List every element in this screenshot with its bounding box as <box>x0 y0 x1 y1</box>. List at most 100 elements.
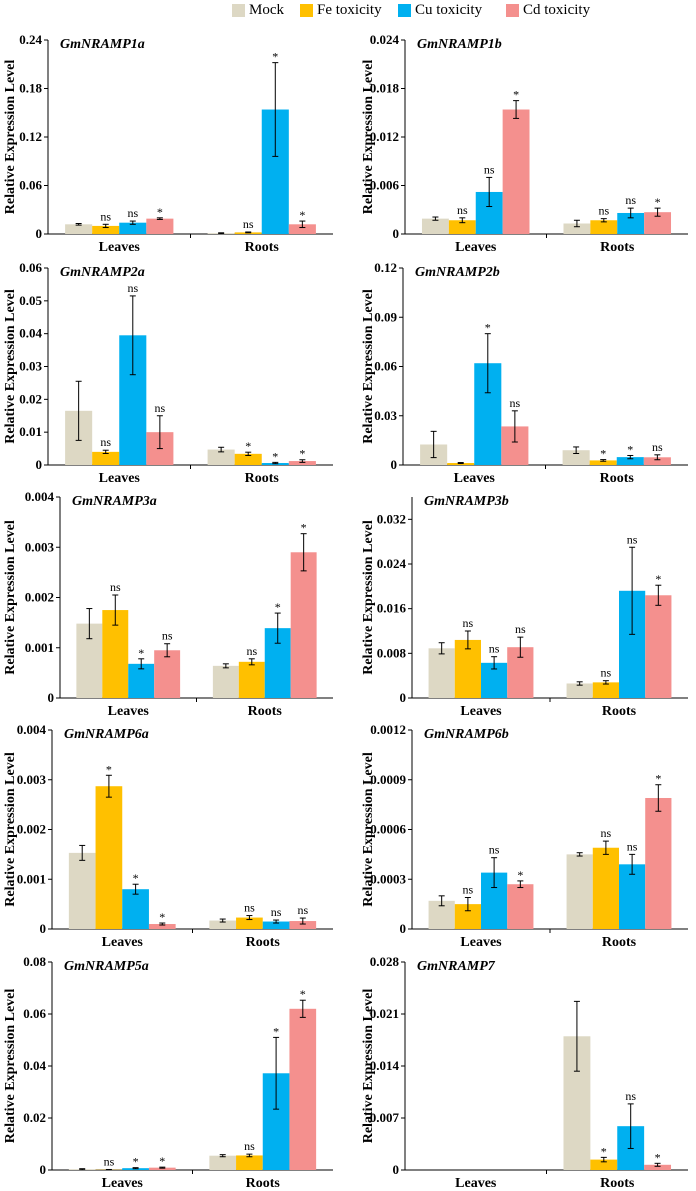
y-tick-label: 0 <box>400 921 407 936</box>
y-axis-label: Relative Expression Level <box>361 289 376 444</box>
x-category-label: Leaves <box>454 471 496 486</box>
significance-label: * <box>301 521 307 535</box>
significance-label: ns <box>489 642 500 656</box>
significance-label: ns <box>162 629 173 643</box>
bar-fe-toxicity <box>238 661 265 698</box>
significance-label: * <box>517 868 523 882</box>
y-tick-label: 0.04 <box>19 326 42 341</box>
y-tick-label: 0 <box>36 457 43 472</box>
x-category-label: Leaves <box>460 935 502 950</box>
significance-label: ns <box>127 281 138 295</box>
x-category-label: Roots <box>246 1176 281 1191</box>
bar-fe-toxicity <box>95 786 123 929</box>
y-tick-label: 0.02 <box>23 1110 46 1125</box>
y-tick-label: 0 <box>391 457 398 472</box>
legend-item-mock: Mock <box>232 1 284 19</box>
x-category-label: Roots <box>245 240 280 255</box>
x-category-label: Roots <box>248 704 283 719</box>
chart-title: GmNRAMP3b <box>424 494 509 509</box>
bar-cd-toxicity <box>644 212 672 234</box>
y-axis-label: Relative Expression Level <box>361 520 376 675</box>
significance-label: ns <box>627 839 638 853</box>
bar-cd-toxicity <box>645 595 672 698</box>
y-tick-label: 0.003 <box>17 772 47 787</box>
y-tick-label: 0.06 <box>19 178 42 193</box>
chart-panel-4: 0 0.03 0.06 0.09 0.12 Relative Expression Lev… <box>361 260 688 486</box>
y-tick-label: 0.04 <box>23 1058 46 1073</box>
bar-fe-toxicity <box>236 1155 263 1170</box>
chart-panel-5: 0 0.001 0.002 0.003 0.004 Relative Expression… <box>3 489 333 719</box>
bar-fe-toxicity <box>592 682 619 698</box>
y-tick-label: 0.003 <box>25 539 55 554</box>
y-tick-label: 0.016 <box>377 601 407 616</box>
x-category-label: Roots <box>600 471 635 486</box>
y-tick-label: 0.004 <box>25 489 55 504</box>
bar-cu-toxicity <box>122 889 149 929</box>
y-tick-label: 0.004 <box>17 722 47 737</box>
bar-fe-toxicity <box>92 451 120 465</box>
significance-label: ns <box>463 882 474 896</box>
legend-swatch-cd <box>506 3 519 17</box>
significance-label: ns <box>515 622 526 636</box>
significance-label: ns <box>297 903 308 917</box>
bar-mock <box>212 665 239 698</box>
chart-panel-7: 0 0.001 0.002 0.003 0.004 Relative Expression… <box>3 722 333 950</box>
y-axis-label: Relative Expression Level <box>3 60 18 215</box>
legend-swatch-mock <box>232 3 245 17</box>
significance-label: * <box>655 1150 661 1164</box>
y-tick-label: 0.08 <box>23 954 46 969</box>
significance-label: ns <box>598 204 609 218</box>
y-tick-label: 0.002 <box>17 822 46 837</box>
significance-label: ns <box>601 666 612 680</box>
bar-cd-toxicity <box>645 797 672 929</box>
significance-label: ns <box>463 616 474 630</box>
chart-panel-9: 0 0.02 0.04 0.06 0.08 Relative Expression Lev… <box>3 954 333 1191</box>
bar-cd-toxicity <box>290 552 317 698</box>
significance-label: * <box>106 762 112 776</box>
legend-item-cu: Cu toxicity <box>398 1 482 19</box>
significance-label: * <box>300 987 306 1001</box>
bar-mock <box>566 683 593 698</box>
bar-cu-toxicity <box>616 457 644 465</box>
significance-label: ns <box>244 901 255 915</box>
y-tick-label: 0.008 <box>377 645 407 660</box>
bar-cu-toxicity <box>617 212 645 234</box>
legend-label-fe: Fe toxicity <box>317 1 382 18</box>
bar-cd-toxicity <box>289 1008 317 1170</box>
significance-label: ns <box>100 209 111 223</box>
bar-cu-toxicity <box>262 921 290 929</box>
significance-label: * <box>600 447 606 461</box>
legend-label-mock: Mock <box>249 1 284 18</box>
y-tick-label: 0.01 <box>19 424 42 439</box>
chart-title: GmNRAMP2b <box>415 265 500 280</box>
y-axis-label: Relative Expression Level <box>3 289 18 444</box>
bar-cd-toxicity <box>643 457 671 465</box>
significance-label: ns <box>457 203 468 217</box>
significance-label: ns <box>110 580 121 594</box>
bar-mock <box>428 648 455 698</box>
x-category-label: Leaves <box>99 471 141 486</box>
y-tick-label: 0.024 <box>377 556 407 571</box>
significance-label: ns <box>484 162 495 176</box>
significance-label: ns <box>625 193 636 207</box>
y-axis-label: Relative Expression Level <box>3 752 18 907</box>
y-tick-label: 0.12 <box>19 129 42 144</box>
y-tick-label: 0.002 <box>25 590 54 605</box>
chart-panel-10: 0 0.007 0.014 0.021 0.028 Relative Expression… <box>361 954 688 1191</box>
y-tick-label: 0.06 <box>23 1006 46 1021</box>
bar-mock <box>566 854 593 929</box>
significance-label: * <box>245 439 251 453</box>
significance-label: ns <box>510 396 521 410</box>
x-category-label: Roots <box>600 1176 635 1191</box>
y-tick-label: 0 <box>393 1162 400 1177</box>
y-tick-label: 0.06 <box>374 359 397 374</box>
bar-cd-toxicity <box>146 218 174 234</box>
x-category-label: Leaves <box>102 935 144 950</box>
bar-fe-toxicity <box>454 639 481 698</box>
y-tick-label: 0.012 <box>370 129 399 144</box>
significance-label: ns <box>246 644 257 658</box>
x-category-label: Leaves <box>455 1176 497 1191</box>
legend-swatch-cu <box>398 3 411 17</box>
